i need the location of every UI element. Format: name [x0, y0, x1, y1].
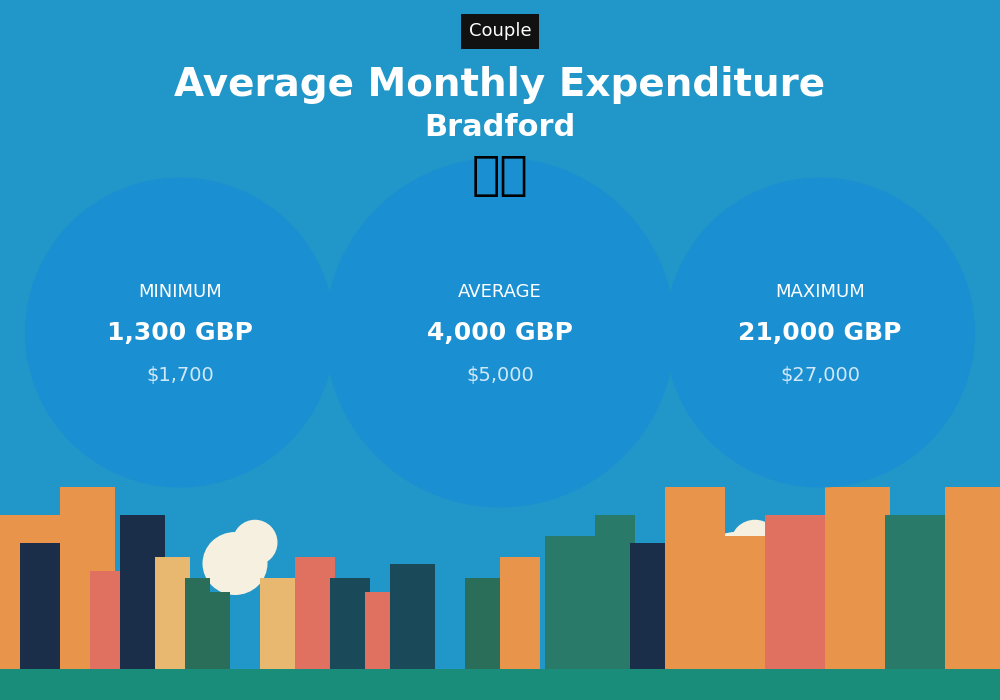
Text: MAXIMUM: MAXIMUM	[775, 283, 865, 301]
Bar	[945, 486, 1000, 668]
Text: 1,300 GBP: 1,300 GBP	[107, 321, 253, 344]
Bar	[90, 570, 125, 668]
Text: MINIMUM: MINIMUM	[138, 283, 222, 301]
Bar	[185, 578, 210, 668]
Text: 🇬🇧: 🇬🇧	[472, 154, 528, 199]
Bar	[60, 486, 115, 668]
Ellipse shape	[702, 532, 768, 595]
Text: 21,000 GBP: 21,000 GBP	[738, 321, 902, 344]
Text: AVERAGE: AVERAGE	[458, 283, 542, 301]
Text: $1,700: $1,700	[146, 366, 214, 386]
Bar	[20, 542, 70, 668]
Bar	[390, 564, 435, 668]
Bar	[0, 514, 60, 668]
Bar	[465, 578, 505, 668]
Bar	[0, 668, 1000, 700]
Bar	[295, 556, 335, 668]
Bar	[330, 578, 370, 668]
Bar	[885, 514, 950, 668]
Ellipse shape	[202, 532, 268, 595]
Bar	[720, 536, 770, 668]
Bar	[120, 514, 165, 668]
Ellipse shape	[232, 519, 278, 566]
Bar	[205, 592, 230, 668]
Bar	[765, 514, 830, 668]
Ellipse shape	[731, 519, 779, 566]
Bar	[630, 542, 670, 668]
Bar	[260, 578, 300, 668]
Ellipse shape	[25, 178, 335, 487]
Bar	[500, 556, 540, 668]
Bar	[825, 486, 890, 668]
Text: 4,000 GBP: 4,000 GBP	[427, 321, 573, 344]
Bar	[365, 592, 395, 668]
Bar	[665, 486, 725, 668]
Text: Couple: Couple	[469, 22, 531, 41]
Text: $5,000: $5,000	[466, 366, 534, 386]
Bar	[155, 556, 190, 668]
Ellipse shape	[325, 158, 675, 508]
Text: Average Monthly Expenditure: Average Monthly Expenditure	[174, 66, 826, 104]
Text: Bradford: Bradford	[424, 113, 576, 142]
Bar	[545, 536, 600, 668]
Bar	[595, 514, 635, 668]
Text: $27,000: $27,000	[780, 366, 860, 386]
Ellipse shape	[665, 178, 975, 487]
